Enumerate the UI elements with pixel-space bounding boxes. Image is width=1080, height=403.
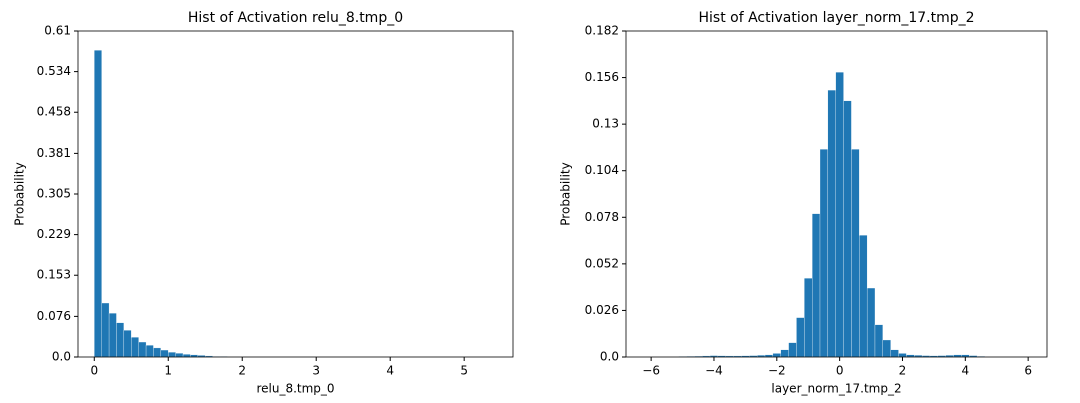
y-tick-label: 0.0 [52, 350, 71, 364]
bar [859, 235, 868, 358]
bar [145, 345, 154, 358]
y-tick-label: 0.153 [37, 268, 71, 282]
y-tick-label: 0.381 [37, 146, 71, 160]
x-tick-label: 3 [312, 364, 320, 378]
plot-frame [77, 30, 514, 358]
y-tick-label: 0.229 [37, 227, 71, 241]
bar [882, 339, 891, 358]
bar [182, 354, 191, 358]
x-axis-label: layer_norm_17.tmp_2 [771, 382, 901, 396]
x-tick-label: 4 [961, 364, 969, 378]
bar [843, 100, 852, 358]
x-tick-label: 2 [238, 364, 246, 378]
bar [796, 317, 805, 358]
bar [772, 353, 781, 358]
chart-title: Hist of Activation layer_norm_17.tmp_2 [698, 10, 974, 26]
y-axis-label: Probability [13, 162, 27, 225]
x-tick-label: 4 [386, 364, 394, 378]
y-tick-label: 0.13 [592, 117, 619, 131]
x-tick-label: −6 [642, 364, 660, 378]
y-tick-label: 0.104 [585, 163, 619, 177]
y-tick-label: 0.076 [37, 309, 71, 323]
bar [804, 278, 813, 358]
bar [116, 322, 125, 358]
x-tick-label: 0 [90, 364, 98, 378]
bar [153, 347, 162, 358]
y-axis-label: Probability [559, 162, 573, 225]
bar [898, 353, 907, 358]
y-tick-label: 0.458 [37, 105, 71, 119]
bar [131, 337, 139, 358]
x-tick-label: 0 [836, 364, 844, 378]
bar [788, 342, 797, 358]
bar [160, 349, 169, 358]
x-tick-label: 6 [1024, 364, 1032, 378]
bar [123, 330, 132, 358]
x-tick-label: 1 [164, 364, 172, 378]
y-tick-label: 0.534 [37, 64, 71, 78]
bar [94, 50, 102, 358]
bar [827, 89, 836, 358]
y-tick-label: 0.026 [585, 303, 619, 317]
x-tick-label: 2 [899, 364, 907, 378]
bar [866, 287, 876, 358]
bar [138, 341, 147, 358]
x-tick-label: −4 [705, 364, 723, 378]
y-tick-label: 0.0 [600, 350, 619, 364]
bar [874, 324, 883, 358]
y-tick-label: 0.305 [37, 187, 71, 201]
bar [168, 352, 176, 358]
y-tick-label: 0.156 [585, 70, 619, 84]
bar [890, 349, 899, 358]
bar [175, 353, 184, 358]
x-axis-label: relu_8.tmp_0 [256, 382, 334, 396]
bar [835, 72, 844, 358]
x-tick-label: 5 [460, 364, 468, 378]
y-tick-label: 0.052 [585, 256, 619, 270]
chart-title: Hist of Activation relu_8.tmp_0 [188, 10, 403, 26]
y-tick-label: 0.61 [44, 24, 71, 38]
plot-frame [625, 30, 1048, 358]
bar [101, 302, 110, 358]
bar [780, 349, 789, 358]
bar [812, 213, 821, 358]
bar [851, 149, 860, 358]
y-tick-label: 0.078 [585, 210, 619, 224]
bar [108, 313, 117, 358]
y-tick-label: 0.182 [585, 24, 619, 38]
bar [819, 149, 829, 358]
x-tick-label: −2 [768, 364, 786, 378]
